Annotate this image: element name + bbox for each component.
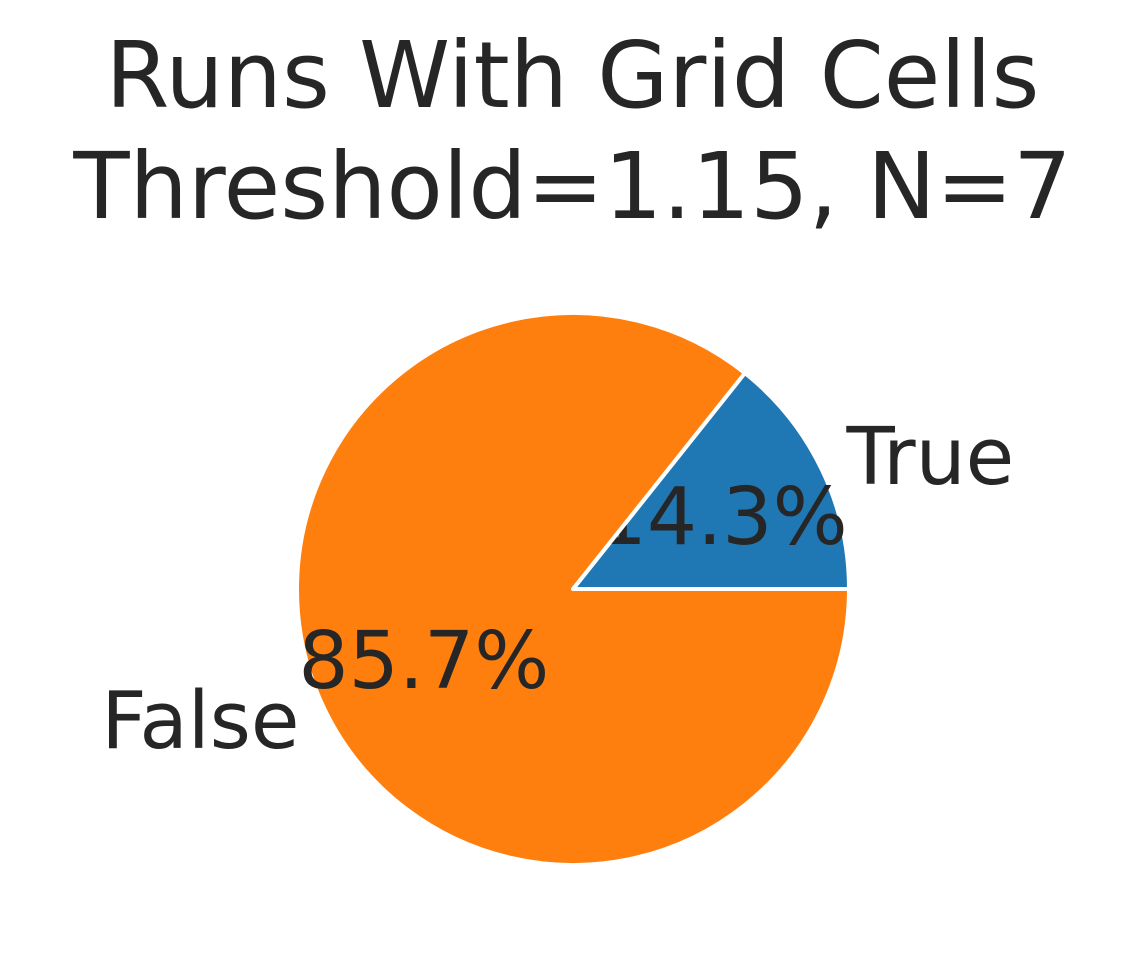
slice-label-true: True	[845, 411, 1014, 503]
chart-title: Runs With Grid Cells Threshold=1.15, N=7	[0, 20, 1145, 242]
pie-slice-false	[295, 311, 851, 867]
slice-percent-false: 85.7%	[298, 615, 549, 707]
chart-title-line-1: Runs With Grid Cells	[105, 22, 1040, 129]
chart-title-line-2: Threshold=1.15, N=7	[73, 133, 1072, 240]
pie-slice-true	[571, 371, 851, 591]
slice-label-false: False	[101, 675, 299, 767]
